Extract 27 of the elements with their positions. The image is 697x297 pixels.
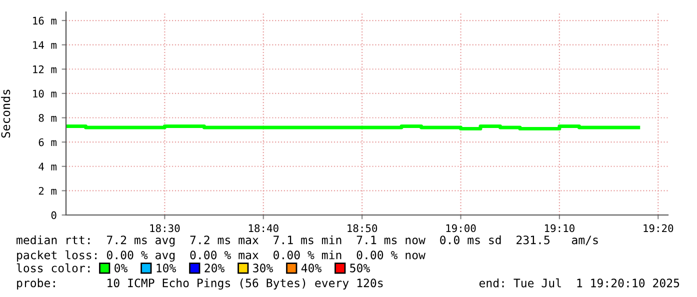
y-tick-label: 6 m xyxy=(38,138,56,146)
x-tick-label: 18:50 xyxy=(348,224,378,232)
legend-label: 50% xyxy=(350,264,370,272)
x-tick-label: 19:10 xyxy=(545,224,574,232)
y-tick-label: 4 m xyxy=(38,162,56,170)
x-tick-label: 19:20 xyxy=(644,224,674,232)
text: packet loss: 0.00 % avg 0.00 % max 0.00 % min 0.00 % now xyxy=(17,250,426,262)
y-tick-label: 8 m xyxy=(38,114,56,122)
y-tick-label: 0 xyxy=(51,211,56,220)
legend-label: 30% xyxy=(253,264,273,272)
text: end: Tue Jul 1 19:20:10 2025 xyxy=(479,278,680,288)
text: probe: 10 ICMP Echo Pings (56 Bytes) every 120s xyxy=(17,278,383,290)
y-tick-label: 10 m xyxy=(33,90,56,98)
y-axis-title: Seconds xyxy=(1,90,10,138)
x-tick-label: 18:30 xyxy=(150,224,180,232)
text: median rtt: 7.2 ms avg 7.2 ms max 7.1 ms min 7.1 ms now 0.0 ms sd 231.5 am/s xyxy=(16,235,598,247)
legend-label: 10% xyxy=(156,264,176,272)
legend-label: 40% xyxy=(301,264,322,272)
y-tick-label: 12 m xyxy=(33,65,56,74)
x-tick-label: 19:00 xyxy=(446,224,476,232)
y-tick-label: 14 m xyxy=(33,41,56,49)
y-tick-label: 16 m xyxy=(33,16,56,25)
y-tick-label: 2 m xyxy=(38,186,56,195)
legend-label: 20% xyxy=(204,264,224,272)
text: loss color: xyxy=(16,263,90,272)
x-tick-label: 18:40 xyxy=(248,224,278,232)
legend-label: 0% xyxy=(114,264,128,272)
